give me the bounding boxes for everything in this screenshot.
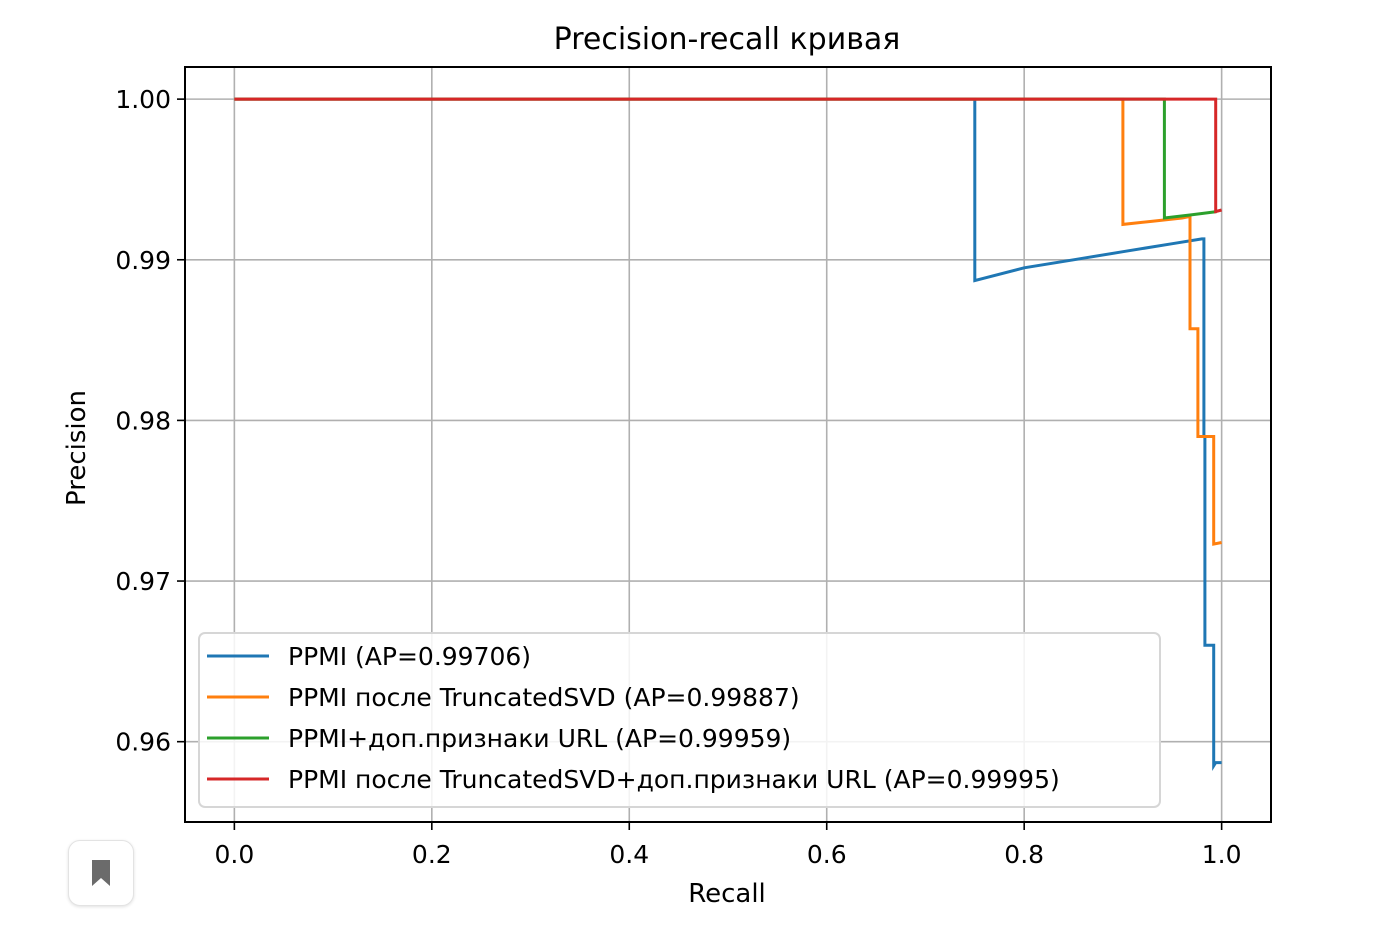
y-tick-label: 0.98 [115, 406, 171, 435]
x-tick-label: 0.2 [412, 840, 452, 869]
y-tick-label: 0.99 [115, 246, 171, 275]
series-lines [234, 97, 1222, 772]
y-tick-label: 1.00 [115, 85, 171, 114]
x-tick-label: 0.0 [214, 840, 254, 869]
series-line-4 [234, 97, 1222, 214]
series-line-3 [234, 97, 1217, 220]
plot-frame [184, 66, 1272, 823]
x-tick-label: 1.0 [1202, 840, 1242, 869]
legend: PPMI (AP=0.99706) PPMI после TruncatedSVD… [198, 632, 1161, 808]
bookmark-icon [92, 860, 110, 886]
bookmark-button[interactable] [68, 840, 134, 906]
x-tick-label: 0.6 [807, 840, 847, 869]
chart-title: Precision-recall кривая [554, 22, 901, 57]
x-axis-label: Recall [688, 879, 766, 909]
legend-box [198, 632, 1161, 808]
axis-ticks: 0.0 0.2 0.4 0.6 0.8 1.0 0.96 0.97 0.98 0.99 1.00 [115, 85, 1241, 869]
y-axis-label: Precision [62, 390, 92, 506]
legend-label: PPMI (AP=0.99706) [288, 642, 531, 671]
series-line-2 [234, 97, 1222, 546]
legend-label: PPMI после TruncatedSVD+доп.признаки URL… [288, 765, 1060, 794]
y-tick-label: 0.97 [115, 567, 171, 596]
x-tick-label: 0.4 [609, 840, 649, 869]
legend-label: PPMI+доп.признаки URL (AP=0.99959) [288, 724, 791, 753]
legend-label: PPMI после TruncatedSVD (AP=0.99887) [288, 683, 800, 712]
x-tick-label: 0.8 [1004, 840, 1044, 869]
series-line-1 [234, 97, 1222, 772]
y-tick-label: 0.96 [115, 728, 171, 757]
